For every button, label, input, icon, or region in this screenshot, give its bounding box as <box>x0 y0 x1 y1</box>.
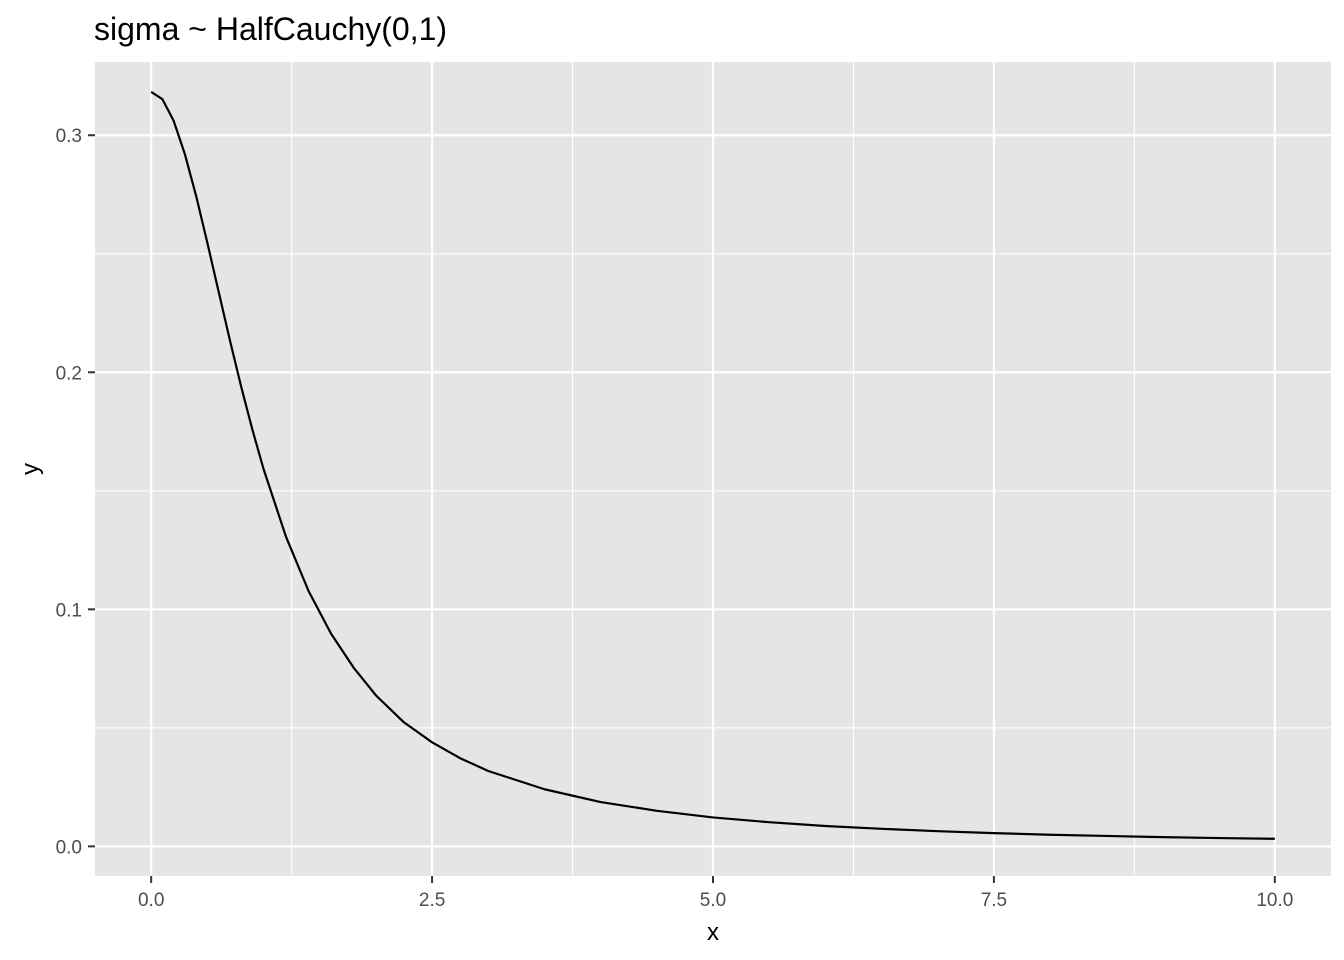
x-tick-label: 0.0 <box>138 890 164 911</box>
y-tick-label: 0.2 <box>56 363 82 384</box>
x-tick-label: 10.0 <box>1256 890 1293 911</box>
grid-major <box>95 62 1331 876</box>
y-tick-label: 0.3 <box>56 126 82 147</box>
y-axis: 0.0 0.1 0.2 0.3 <box>56 126 95 858</box>
x-tick-label: 5.0 <box>700 890 726 911</box>
y-tick-label: 0.1 <box>56 600 82 621</box>
x-axis: 0.0 2.5 5.0 7.5 10.0 <box>138 876 1293 911</box>
x-tick-label: 7.5 <box>981 890 1007 911</box>
y-tick-label: 0.0 <box>56 837 82 858</box>
x-axis-label: x <box>707 919 719 946</box>
y-axis-label: y <box>17 463 44 475</box>
x-tick-label: 2.5 <box>419 890 445 911</box>
series-line <box>150 90 1275 840</box>
chart-title: sigma ~ HalfCauchy(0,1) <box>94 11 447 47</box>
